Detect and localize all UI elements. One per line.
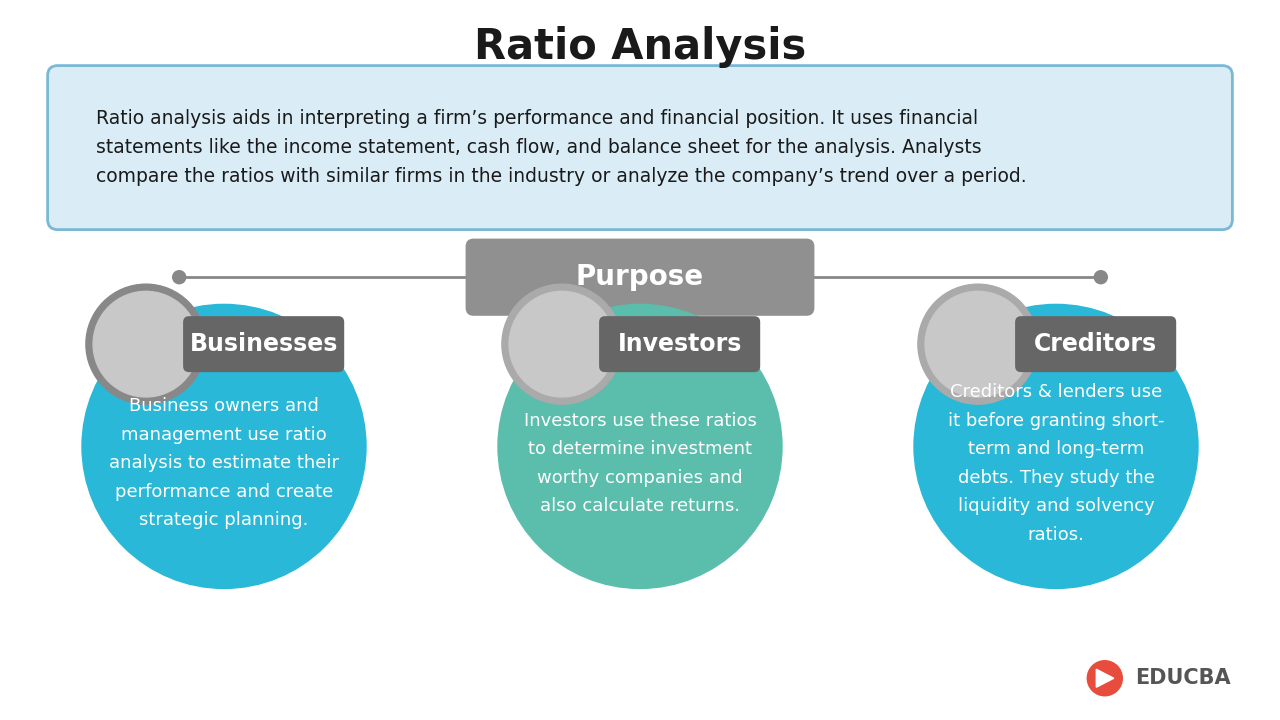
Circle shape (502, 284, 622, 404)
Circle shape (925, 292, 1030, 397)
Circle shape (498, 305, 782, 588)
Circle shape (86, 284, 206, 404)
Text: Ratio analysis aids in interpreting a firm’s performance and financial position.: Ratio analysis aids in interpreting a fi… (96, 109, 1027, 186)
Circle shape (173, 271, 186, 284)
Text: Ratio Analysis: Ratio Analysis (474, 26, 806, 68)
Circle shape (918, 284, 1038, 404)
Text: Business owners and
management use ratio
analysis to estimate their
performance : Business owners and management use ratio… (109, 397, 339, 529)
Text: EDUCBA: EDUCBA (1135, 668, 1230, 688)
FancyBboxPatch shape (1015, 316, 1176, 372)
Text: Businesses: Businesses (189, 332, 338, 356)
FancyBboxPatch shape (183, 316, 344, 372)
Circle shape (914, 305, 1198, 588)
FancyBboxPatch shape (466, 238, 814, 316)
Polygon shape (1096, 670, 1114, 687)
Text: Investors: Investors (617, 332, 742, 356)
Text: Creditors & lenders use
it before granting short-
term and long-term
debts. They: Creditors & lenders use it before granti… (947, 383, 1165, 544)
Text: Creditors: Creditors (1034, 332, 1157, 356)
Circle shape (1094, 271, 1107, 284)
FancyBboxPatch shape (599, 316, 760, 372)
FancyBboxPatch shape (47, 66, 1233, 230)
Circle shape (93, 292, 198, 397)
Text: Purpose: Purpose (576, 264, 704, 291)
Circle shape (82, 305, 366, 588)
Circle shape (509, 292, 614, 397)
Circle shape (1087, 661, 1123, 696)
Text: Investors use these ratios
to determine investment
worthy companies and
also cal: Investors use these ratios to determine … (524, 412, 756, 516)
